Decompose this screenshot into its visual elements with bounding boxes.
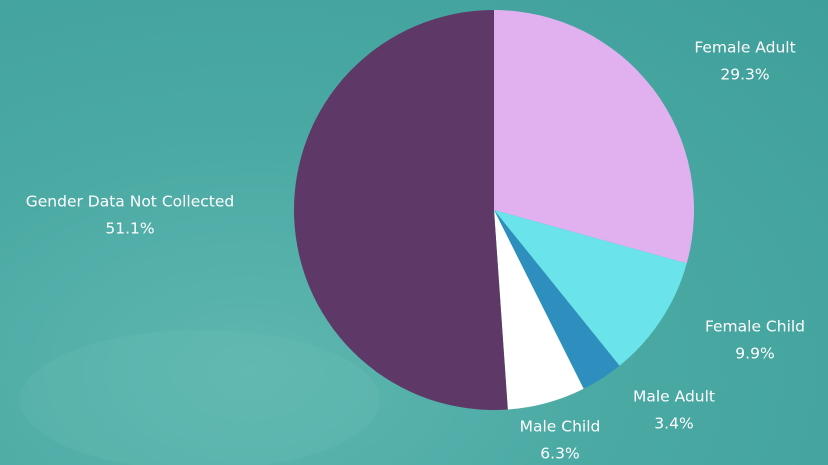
slice-value-label: 3.4% (654, 415, 693, 433)
slice-value-label: 51.1% (105, 220, 154, 238)
page: Female Adult 29.3% Female Child 9.9% Male Ad… (0, 0, 828, 465)
slice-label: Female Adult (694, 39, 795, 57)
slice-label: Male Adult (633, 388, 715, 406)
slice-value-label: 9.9% (735, 345, 774, 363)
background-shape (20, 330, 380, 465)
slice-value-label: 6.3% (540, 445, 579, 463)
pie-slice (294, 10, 508, 410)
slice-label: Male Child (520, 418, 601, 436)
slice-label: Gender Data Not Collected (26, 193, 235, 211)
chart: Female Adult 29.3% Female Child 9.9% Male Ad… (0, 0, 828, 465)
slice-value-label: 29.3% (720, 66, 769, 84)
slice-label: Female Child (705, 318, 805, 336)
